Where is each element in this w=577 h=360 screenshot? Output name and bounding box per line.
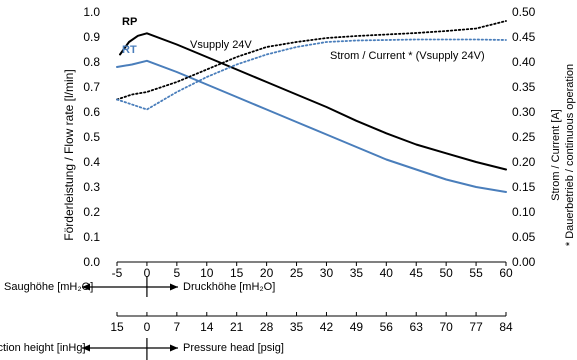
imperial-tick-label: 84	[499, 320, 513, 334]
y-right-tick-label: 0.40	[512, 55, 536, 69]
y-left-tick-label: 0.2	[83, 205, 100, 219]
y-right-tick-label: 0.45	[512, 30, 536, 44]
y-right-tick-label: 0.10	[512, 205, 536, 219]
imperial-tick-label: 42	[320, 320, 334, 334]
chart-series-group	[116, 20, 507, 193]
y-axis-right-note: * Dauerbetrieb / continuous operation	[564, 64, 576, 246]
arrow-right-icon	[170, 283, 178, 291]
y-axis-left-title: Förderleistung / Flow rate [l/min]	[62, 69, 76, 240]
series-line-2	[116, 59, 507, 193]
imperial-tick-label: 63	[410, 320, 424, 334]
current-label: Strom / Current * (Vsupply 24V)	[330, 50, 485, 62]
imperial-tick-label: 15	[110, 320, 124, 334]
imperial-tick-label: 77	[469, 320, 483, 334]
pressure-head-imperial-label: Pressure head [psig]	[183, 342, 284, 354]
imperial-tick-label: 28	[260, 320, 274, 334]
series-line-3	[116, 20, 507, 101]
imperial-tick-label: 14	[200, 320, 214, 334]
y-right-tick-label: 0.35	[512, 80, 536, 94]
imperial-tick-label: 0	[144, 320, 151, 334]
series-line-1	[119, 32, 507, 171]
x-tick-label: 0	[144, 266, 151, 280]
x-tick-label: 10	[200, 266, 214, 280]
imperial-tick-label: 49	[350, 320, 364, 334]
arrow-left-icon	[82, 283, 90, 291]
y-left-tick-label: 0.3	[83, 180, 100, 194]
plot-axes: -5 0 5 10 15 20 25 30 35 40 45 50 55 60 0.0 0.1 0.2 0.3 0.…	[82, 5, 536, 360]
x-tick-label: 30	[320, 266, 334, 280]
y-right-tick-label: 0.50	[512, 5, 536, 19]
x-tick-label: 25	[290, 266, 304, 280]
rt-label: RT	[122, 44, 137, 56]
rp-label: RP	[122, 16, 137, 28]
y-left-tick-label: 1.0	[83, 5, 100, 19]
y-right-tick-label: 0.05	[512, 230, 536, 244]
x-tick-label: 45	[410, 266, 424, 280]
x-tick-label: 60	[499, 266, 513, 280]
x-tick-label: 35	[350, 266, 364, 280]
x-tick-label: 5	[174, 266, 181, 280]
x-tick-label: 50	[439, 266, 453, 280]
imperial-tick-label: 56	[380, 320, 394, 334]
y-left-tick-label: 0.9	[83, 30, 100, 44]
y-left-tick-label: 0.5	[83, 130, 100, 144]
y-left-tick-label: 0.0	[83, 255, 100, 269]
y-left-tick-label: 0.7	[83, 80, 100, 94]
y-right-tick-label: 0.30	[512, 105, 536, 119]
y-left-tick-label: 0.4	[83, 155, 100, 169]
x-tick-label: 20	[260, 266, 274, 280]
suction-height-metric-label: Saughöhe [mH₂O]	[4, 281, 93, 293]
x-tick-label: 55	[469, 266, 483, 280]
y-axis-right-title: Strom / Current [A]	[550, 109, 562, 201]
arrow-left-icon	[82, 344, 90, 352]
x-tick-label: -5	[112, 266, 123, 280]
x-tick-label: 40	[380, 266, 394, 280]
suction-height-imperial-label: Suction height [inHg]	[0, 342, 86, 354]
imperial-tick-label: 7	[174, 320, 181, 334]
arrow-right-icon	[170, 344, 178, 352]
y-left-tick-label: 0.6	[83, 105, 100, 119]
imperial-tick-label: 35	[290, 320, 304, 334]
y-right-tick-label: 0.20	[512, 155, 536, 169]
y-right-tick-label: 0.00	[512, 255, 536, 269]
y-left-tick-label: 0.8	[83, 55, 100, 69]
vsupply-label: Vsupply 24V	[190, 39, 252, 51]
y-left-tick-label: 0.1	[83, 230, 100, 244]
y-right-tick-label: 0.15	[512, 180, 536, 194]
x-tick-label: 15	[230, 266, 244, 280]
pressure-head-metric-label: Druckhöhe [mH₂O]	[183, 281, 275, 293]
y-right-tick-label: 0.25	[512, 130, 536, 144]
imperial-tick-label: 21	[230, 320, 244, 334]
imperial-tick-label: 70	[439, 320, 453, 334]
